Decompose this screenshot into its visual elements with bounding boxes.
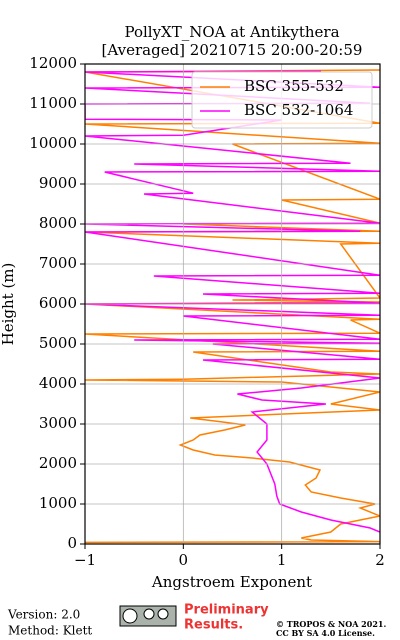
plot-frame — [84, 63, 381, 545]
chart-title: PollyXT_NOA at Antikythera — [124, 23, 339, 41]
data-line — [85, 70, 380, 533]
preliminary: Preliminary — [184, 603, 269, 618]
y-tick-label: 2000 — [39, 454, 77, 472]
y-tick-label: 3000 — [39, 414, 77, 432]
y-tick-label: 10000 — [29, 134, 77, 152]
y-tick-label: 9000 — [39, 174, 77, 192]
y-tick-label: 8000 — [39, 214, 77, 232]
legend-label: BSC 532-1064 — [244, 101, 353, 119]
method: Method: Klett — [8, 624, 92, 638]
y-tick-label: 11000 — [29, 94, 77, 112]
y-tick-label: 12000 — [29, 54, 77, 72]
x-tick-label: 0 — [179, 551, 189, 569]
y-tick-label: 6000 — [39, 294, 77, 312]
y-tick-label: 4000 — [39, 374, 77, 392]
y-axis-label: Height (m) — [0, 263, 17, 346]
x-tick-label: −1 — [74, 551, 96, 569]
copyright: CC BY SA 4.0 License. — [276, 628, 375, 638]
y-tick-label: 7000 — [39, 254, 77, 272]
legend-box — [191, 71, 373, 129]
y-tick-label: 5000 — [39, 334, 77, 352]
version: Version: 2.0 — [7, 608, 80, 622]
y-tick-label: 0 — [67, 534, 77, 552]
preliminary: Results. — [184, 618, 243, 633]
copyright: © TROPOS & NOA 2021. — [276, 619, 386, 629]
legend-label: BSC 355-532 — [244, 77, 344, 95]
x-tick-label: 1 — [277, 551, 287, 569]
y-tick-label: 1000 — [39, 494, 77, 512]
chart-subtitle: [Averaged] 20210715 20:00-20:59 — [102, 41, 363, 59]
x-axis-label: Angstroem Exponent — [151, 573, 312, 591]
x-tick-label: 2 — [375, 551, 385, 569]
cc-logo — [119, 605, 177, 627]
plot-area — [85, 69, 380, 544]
